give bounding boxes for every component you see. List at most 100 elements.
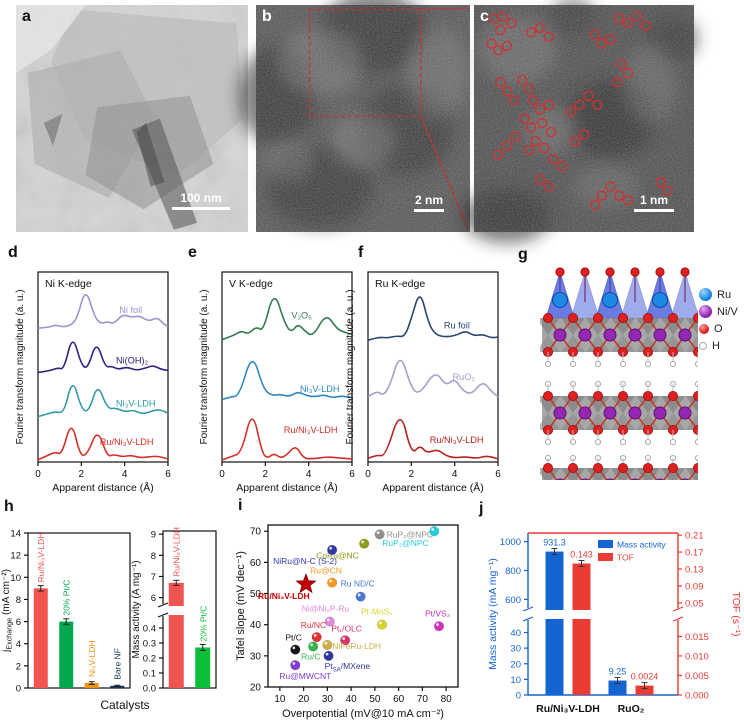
svg-text:V₂O₅: V₂O₅	[291, 310, 312, 320]
svg-text:2: 2	[263, 469, 269, 480]
svg-text:Pt/C: Pt/C	[285, 633, 302, 643]
curve-Ru-Ni-V-LDH	[37, 427, 169, 461]
svg-text:Ni₃V-LDH: Ni₃V-LDH	[116, 398, 155, 408]
panel-letter-h: h	[4, 498, 14, 515]
curve-Ru-foil	[367, 296, 499, 341]
bar-Bare-NF	[110, 685, 125, 688]
chart-j-mass-activity-tof: 600 800 1000 0 10 20 30 40 0.05 0.09 0.13 0.17 0.21 0…	[487, 531, 742, 715]
tem-image-a	[16, 5, 248, 232]
curve-V-O-	[221, 297, 353, 341]
chart-h-exchange-current: 0 2 4 6 8 10 12 14 Ru/Ni₃V-LDH 20% Pt/C Ni₃V-LDH Ba…	[1, 529, 131, 695]
svg-text:0.143: 0.143	[570, 550, 593, 560]
point-Pt-C	[290, 644, 301, 655]
svg-text:Pt-MoS₂: Pt-MoS₂	[361, 607, 393, 617]
chart-d: Ni K-edge Ni foil Ni(OH)₂ Ni₃V-LDH Ru/Ni₃V-L…	[15, 271, 171, 494]
svg-text:Ru/Ni₃V-LDH: Ru/Ni₃V-LDH	[258, 591, 310, 601]
svg-text:931.3: 931.3	[543, 538, 566, 548]
svg-text:0: 0	[516, 691, 521, 702]
svg-text:70: 70	[250, 527, 262, 538]
svg-text:TOF (s⁻¹): TOF (s⁻¹)	[730, 591, 742, 636]
svg-text:6: 6	[165, 469, 171, 480]
svg-text:0.005: 0.005	[685, 671, 709, 682]
svg-text:70: 70	[417, 694, 429, 705]
curve-Ni-V-LDH	[37, 384, 169, 418]
svg-text:Ru/Ni₃V-LDH: Ru/Ni₃V-LDH	[172, 527, 182, 577]
point-Ru-NC	[311, 632, 322, 643]
svg-text:2: 2	[79, 469, 85, 480]
svg-text:0.010: 0.010	[685, 651, 709, 662]
panel-letter-c: c	[480, 8, 489, 25]
svg-text:Ru/Ni₃V-LDH: Ru/Ni₃V-LDH	[100, 437, 154, 447]
svg-text:Tafel slope (mV dec⁻¹): Tafel slope (mV dec⁻¹)	[235, 551, 247, 661]
svg-text:10: 10	[510, 675, 521, 686]
scale-bar-line-c	[634, 209, 674, 212]
svg-text:Overpotential (mV@10 mA cm⁻²): Overpotential (mV@10 mA cm⁻²)	[282, 708, 444, 720]
o-atom-icon	[699, 323, 709, 334]
point-Pt-VS-	[433, 621, 445, 632]
svg-text:Ni@Ni₂P-Ru: Ni@Ni₂P-Ru	[302, 604, 350, 614]
niv-atom-icon	[699, 305, 712, 318]
point-NiFeRu-LDH	[322, 639, 333, 650]
legend-item-h: H	[699, 338, 738, 353]
svg-text:600: 600	[505, 595, 521, 606]
ru-atom-icon	[699, 288, 712, 301]
hrtem-image-b	[238, 0, 470, 232]
svg-text:800: 800	[505, 566, 521, 577]
chart-f: Ru K-edge Ru foil RuO₂ Ru/Ni₃V-LDH 0 2 4 6 Appar…	[345, 271, 501, 494]
svg-text:6: 6	[495, 469, 501, 480]
svg-text:80: 80	[441, 694, 453, 705]
panel-letter-d: d	[8, 244, 18, 261]
point-Ru-ND-C	[355, 591, 366, 602]
scale-bar-label-b: 2 nm	[414, 193, 443, 207]
svg-text:9: 9	[151, 530, 156, 541]
legend-item-o: O	[699, 321, 738, 336]
svg-text:0.2: 0.2	[143, 654, 156, 665]
point-Pt-SA-MXene	[323, 650, 334, 661]
panel-letter-e: e	[188, 244, 197, 261]
point-Ru-Ni-V-LDH	[295, 573, 317, 594]
scale-bar-label-a: 100 nm	[180, 191, 222, 205]
panel-letter-f: f	[358, 244, 364, 261]
svg-text:50: 50	[369, 694, 381, 705]
svg-text:Ru/Ni₃V-LDH: Ru/Ni₃V-LDH	[36, 533, 46, 583]
svg-text:6: 6	[349, 469, 355, 480]
svg-text:Fourier transform magnitude (a: Fourier transform magnitude (a. u.)	[199, 289, 210, 444]
svg-text:0.0024: 0.0024	[631, 672, 659, 682]
h-atom-icon	[699, 341, 707, 350]
structure-legend: Ru Ni/V O H	[699, 287, 738, 353]
svg-text:Ru/C: Ru/C	[301, 652, 320, 662]
svg-text:Apparent distance (Å): Apparent distance (Å)	[382, 481, 484, 494]
svg-text:RuO₂: RuO₂	[618, 703, 645, 715]
svg-text:50: 50	[250, 589, 262, 600]
svg-text:0: 0	[35, 469, 41, 480]
svg-text:Bare NF: Bare NF	[113, 648, 123, 680]
svg-text:12: 12	[10, 551, 21, 562]
bar-Ni-V-LDH	[84, 683, 99, 688]
svg-text:Ni₃V-LDH: Ni₃V-LDH	[300, 384, 339, 394]
svg-text:20% Pt/C: 20% Pt/C	[62, 580, 72, 616]
svg-text:30: 30	[250, 651, 262, 662]
svg-text:0.21: 0.21	[685, 531, 704, 542]
legend-item-niv: Ni/V	[699, 304, 738, 319]
svg-text:Ru/Ni₃V-LDH: Ru/Ni₃V-LDH	[536, 703, 600, 715]
curve-Ni-V-LDH	[221, 360, 353, 401]
svg-text:0: 0	[365, 469, 371, 480]
svg-text:0.13: 0.13	[685, 565, 704, 576]
curve-Ni-foil	[37, 293, 169, 329]
svg-text:9.25: 9.25	[609, 667, 627, 677]
svg-text:20: 20	[250, 683, 262, 694]
svg-text:0.09: 0.09	[685, 581, 704, 592]
scale-bar-a: 100 nm	[172, 192, 230, 210]
svg-text:20: 20	[298, 694, 310, 705]
legend-item-ru: Ru	[699, 287, 738, 302]
bar-Ru-Ni-V-LDH	[33, 588, 48, 688]
svg-text:30: 30	[510, 644, 521, 655]
svg-text:jExchange (mA cm⁻²): jExchange (mA cm⁻²)	[1, 569, 14, 653]
point-Ru-MWCNT	[290, 660, 301, 671]
scale-bar-c: 1 nm	[634, 194, 674, 212]
svg-text:0.3: 0.3	[143, 639, 156, 650]
svg-text:30: 30	[322, 694, 334, 705]
svg-text:0.4: 0.4	[143, 624, 156, 635]
